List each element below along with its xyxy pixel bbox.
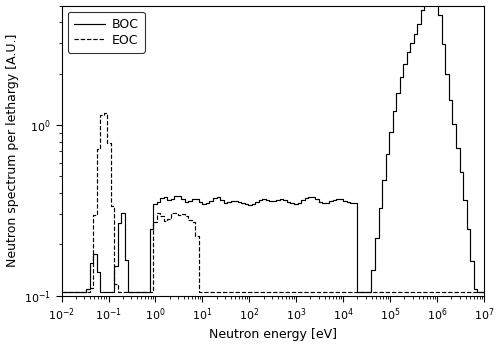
EOC: [129, 290, 135, 294]
BOC: [86, 261, 92, 265]
BOC: [481, 290, 487, 294]
BOC: [337, 197, 343, 201]
X-axis label: Neutron energy [eV]: Neutron energy [eV]: [209, 329, 337, 341]
EOC: [481, 290, 487, 294]
EOC: [203, 290, 209, 294]
BOC: [126, 290, 132, 294]
EOC: [340, 290, 346, 294]
EOC: [58, 290, 64, 294]
Line: BOC: BOC: [62, 0, 484, 292]
EOC: [101, 111, 107, 115]
Legend: BOC, EOC: BOC, EOC: [68, 12, 145, 53]
BOC: [76, 290, 82, 294]
BOC: [203, 202, 209, 206]
BOC: [58, 290, 64, 294]
Y-axis label: Neutron spectrum per lethargy [A.U.]: Neutron spectrum per lethargy [A.U.]: [6, 34, 18, 268]
BOC: [453, 122, 459, 126]
EOC: [76, 290, 82, 294]
EOC: [86, 286, 92, 290]
EOC: [453, 290, 459, 294]
Line: EOC: EOC: [62, 113, 484, 292]
